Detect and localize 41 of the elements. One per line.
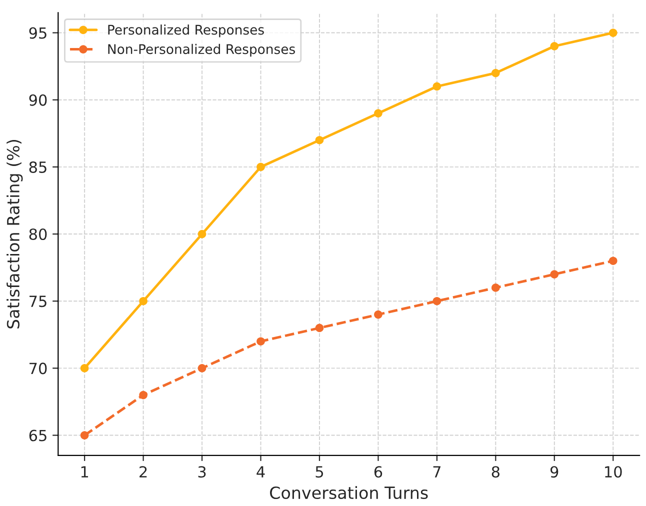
point [550,270,559,278]
y-tick-label: 65 [29,430,46,442]
point [491,284,500,292]
y-axis-title: Satisfaction Rating (%) [6,140,23,328]
point [432,296,442,306]
x-tick-label: 6 [374,466,382,478]
point [608,28,618,37]
x-tick-label: 10 [605,466,622,478]
point [374,310,382,319]
y-tick-label: 95 [29,27,46,39]
point [256,162,265,172]
point [80,364,89,372]
point [80,431,89,440]
point [139,296,148,306]
y-tick-label: 70 [30,362,47,374]
x-tick-label: 7 [433,466,440,478]
x-tick-label: 9 [550,466,558,478]
x-tick-label: 1 [81,466,88,478]
point [315,136,324,144]
y-tick-label: 90 [29,94,47,106]
y-tick-label: 75 [30,296,46,308]
x-tick-label: 4 [256,466,265,478]
point [550,42,559,50]
point [256,337,265,346]
point [139,390,148,400]
x-tick-label: 2 [140,466,147,478]
y-tick-label: 80 [29,228,47,240]
x-tick-label: 8 [492,466,500,478]
point [491,68,500,78]
point [315,324,324,332]
legend-label: Non-Personalized Responses [108,44,295,57]
point [198,230,206,238]
point [198,364,206,372]
x-tick-label: 3 [198,466,206,478]
point [432,82,442,91]
legend-label: Personalized Responses [108,24,264,38]
x-tick-label: 5 [316,466,323,478]
x-axis-title: Conversation Turns [270,486,428,500]
point [608,256,618,266]
point [374,109,382,118]
y-tick-label: 85 [29,161,46,173]
